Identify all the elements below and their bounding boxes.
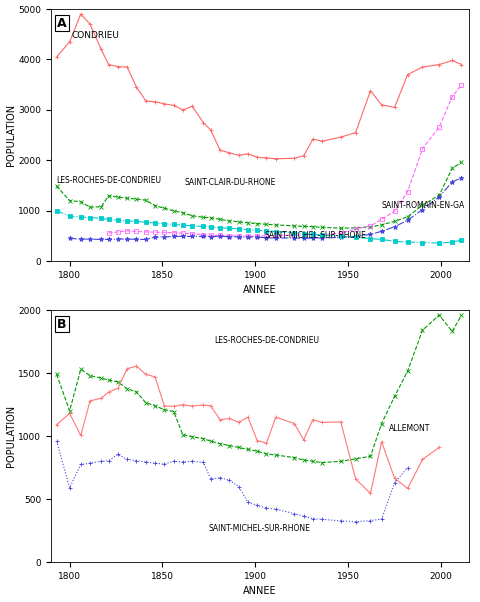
Text: A: A bbox=[57, 17, 67, 29]
X-axis label: ANNEE: ANNEE bbox=[243, 586, 277, 597]
Text: CONDRIEU: CONDRIEU bbox=[72, 31, 120, 40]
Text: ALLEMONT: ALLEMONT bbox=[389, 424, 431, 433]
Text: LES-ROCHES-DE-CONDRIEU: LES-ROCHES-DE-CONDRIEU bbox=[215, 336, 320, 345]
X-axis label: ANNEE: ANNEE bbox=[243, 285, 277, 296]
Text: SAINT-MICHEL-SUR-RHONE: SAINT-MICHEL-SUR-RHONE bbox=[209, 524, 311, 533]
Text: SAINT-CLAIR-DU-RHONE: SAINT-CLAIR-DU-RHONE bbox=[185, 178, 276, 187]
Text: B: B bbox=[57, 318, 67, 330]
Text: SAINT-ROMAIN-EN-GA: SAINT-ROMAIN-EN-GA bbox=[382, 200, 465, 209]
Text: LES-ROCHES-DE-CONDRIEU: LES-ROCHES-DE-CONDRIEU bbox=[57, 176, 162, 184]
Y-axis label: POPULATION: POPULATION bbox=[6, 405, 15, 467]
Y-axis label: POPULATION: POPULATION bbox=[6, 104, 15, 166]
Text: SAINT-MICHEL-SUR-RHONE: SAINT-MICHEL-SUR-RHONE bbox=[264, 231, 367, 240]
